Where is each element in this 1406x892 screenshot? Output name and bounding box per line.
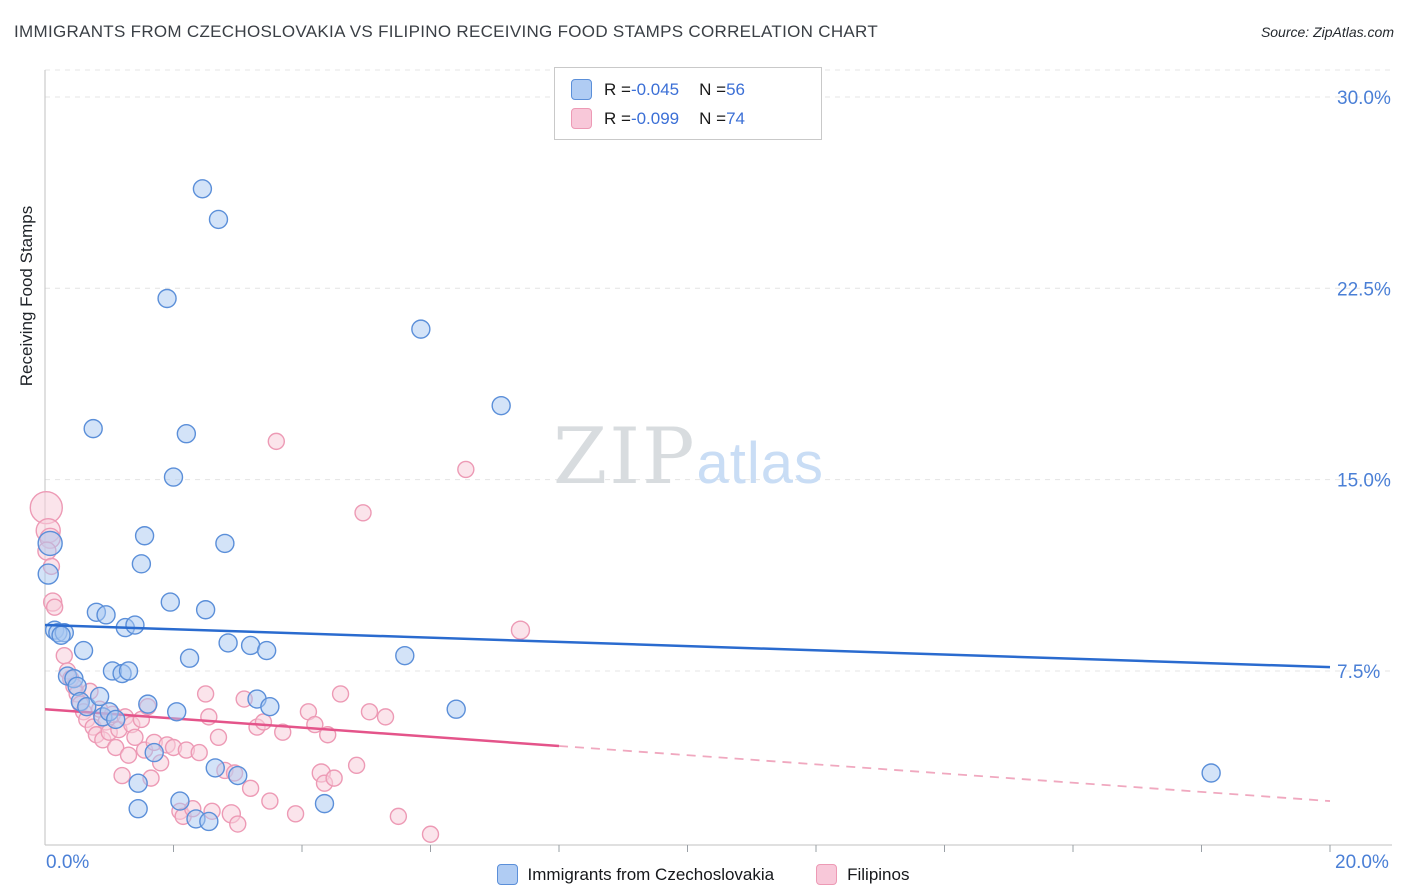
- legend-item-filipinos: Filipinos: [816, 864, 909, 885]
- scatter-point-filipino: [113, 766, 131, 785]
- scatter-point-czechoslovakia: [215, 533, 235, 554]
- legend-item-label: Immigrants from Czechoslovakia: [527, 864, 775, 884]
- scatter-point-filipino: [106, 738, 125, 757]
- scatter-point-czechoslovakia: [205, 758, 225, 778]
- scatter-point-czechoslovakia: [105, 709, 126, 730]
- y-tick-label: 22.5%: [1337, 279, 1391, 300]
- scatter-point-czechoslovakia: [1201, 763, 1221, 783]
- x-axis-max-label: 20.0%: [1335, 852, 1389, 873]
- correlation-legend: R = -0.045 N = 56 R = -0.099 N = 74: [554, 67, 822, 140]
- x-axis-min-label: 0.0%: [46, 852, 90, 873]
- scatter-point-filipino: [331, 685, 350, 703]
- trend-line-extrapolated: [558, 745, 1331, 802]
- scatter-point-filipino: [209, 728, 228, 746]
- czechoslovakia-swatch-icon: [496, 864, 518, 885]
- scatter-point-filipino: [119, 746, 138, 764]
- scatter-point-czechoslovakia: [195, 600, 216, 620]
- y-tick-label: 7.5%: [1337, 662, 1380, 683]
- scatter-point-czechoslovakia: [163, 467, 184, 487]
- scatter-point-czechoslovakia: [83, 418, 103, 439]
- n-value: 74: [726, 108, 745, 128]
- scatter-point-filipino: [190, 743, 208, 762]
- scatter-point-filipino: [126, 728, 144, 746]
- scatter-point-czechoslovakia: [144, 742, 164, 763]
- scatter-point-filipino: [510, 620, 531, 640]
- source-attribution: Source: ZipAtlas.com: [1260, 24, 1394, 40]
- trend-line: [44, 707, 560, 748]
- scatter-point-czechoslovakia: [128, 799, 148, 819]
- scatter-point-czechoslovakia: [446, 699, 466, 719]
- r-value: -0.045: [630, 79, 680, 99]
- trend-line: [44, 623, 1331, 669]
- scatter-point-czechoslovakia: [256, 640, 277, 661]
- scatter-point-czechoslovakia: [491, 395, 511, 416]
- scatter-point-czechoslovakia: [260, 696, 280, 717]
- scatter-point-czechoslovakia: [134, 526, 155, 546]
- scatter-point-czechoslovakia: [176, 424, 197, 444]
- scatter-point-czechoslovakia: [228, 765, 248, 786]
- scatter-point-filipino: [347, 756, 366, 775]
- scatter-point-filipino: [241, 779, 260, 798]
- r-label: R =: [604, 79, 631, 99]
- scatter-point-filipino: [45, 598, 64, 616]
- scatter-point-czechoslovakia: [51, 625, 71, 645]
- n-label: N =: [699, 108, 727, 128]
- scatter-point-czechoslovakia: [179, 648, 200, 668]
- scatter-point-czechoslovakia: [208, 209, 229, 230]
- scatter-point-filipino: [286, 805, 305, 823]
- scatter-point-czechoslovakia: [131, 554, 152, 574]
- y-tick-label: 30.0%: [1337, 88, 1391, 109]
- scatter-point-czechoslovakia: [192, 179, 213, 199]
- series-legend: Immigrants from Czechoslovakia Filipinos: [0, 864, 1406, 885]
- scatter-point-czechoslovakia: [77, 696, 97, 717]
- r-label: R =: [604, 108, 631, 128]
- scatter-point-czechoslovakia: [199, 811, 219, 832]
- legend-item-czechoslovakia: Immigrants from Czechoslovakia: [496, 864, 775, 885]
- scatter-point-filipino: [55, 646, 73, 665]
- scatter-point-czechoslovakia: [118, 661, 139, 681]
- scatter-point-filipino: [229, 815, 247, 833]
- scatter-point-czechoslovakia: [138, 694, 158, 714]
- legend-row-filipinos: R = -0.099 N = 74: [555, 104, 821, 133]
- scatter-point-czechoslovakia: [314, 793, 335, 814]
- scatter-point-czechoslovakia: [157, 288, 177, 309]
- scatter-point-filipino: [354, 504, 372, 522]
- scatter-point-filipino: [254, 713, 273, 731]
- scatter-point-filipino: [421, 825, 440, 843]
- scatter-point-czechoslovakia: [395, 645, 415, 666]
- czechoslovakia-swatch-icon: [571, 79, 592, 100]
- legend-item-label: Filipinos: [847, 864, 910, 884]
- scatter-point-czechoslovakia: [125, 615, 145, 635]
- scatter-point-czechoslovakia: [73, 640, 94, 661]
- scatter-point-czechoslovakia: [167, 702, 187, 722]
- filipinos-swatch-icon: [816, 864, 838, 885]
- scatter-point-czechoslovakia: [37, 530, 63, 557]
- filipinos-swatch-icon: [571, 108, 592, 129]
- scatter-point-filipino: [389, 807, 408, 826]
- scatter-point-filipino: [457, 460, 475, 479]
- scatter-point-filipino: [196, 685, 215, 703]
- scatter-point-czechoslovakia: [96, 605, 116, 625]
- r-value: -0.099: [630, 108, 680, 128]
- scatter-point-czechoslovakia: [218, 633, 238, 653]
- scatter-point-filipino: [360, 703, 379, 721]
- scatter-point-czechoslovakia: [160, 592, 180, 612]
- scatter-point-czechoslovakia: [240, 635, 261, 656]
- scatter-point-czechoslovakia: [37, 563, 59, 585]
- scatter-point-czechoslovakia: [89, 686, 110, 707]
- legend-row-czechoslovakia: R = -0.045 N = 56: [555, 75, 821, 104]
- scatter-point-filipino: [274, 723, 292, 741]
- scatter-point-filipino: [325, 769, 343, 787]
- scatter-point-czechoslovakia: [411, 319, 431, 339]
- scatter-point-czechoslovakia: [170, 791, 190, 811]
- scatter-point-filipino: [261, 792, 279, 810]
- n-label: N =: [699, 79, 727, 99]
- chart-title: IMMIGRANTS FROM CZECHOSLOVAKIA VS FILIPI…: [14, 22, 878, 41]
- n-value: 56: [726, 79, 745, 99]
- scatter-point-filipino: [267, 432, 285, 451]
- y-tick-label: 15.0%: [1337, 471, 1391, 492]
- scatter-point-filipino: [376, 708, 395, 726]
- scatter-point-czechoslovakia: [128, 773, 148, 793]
